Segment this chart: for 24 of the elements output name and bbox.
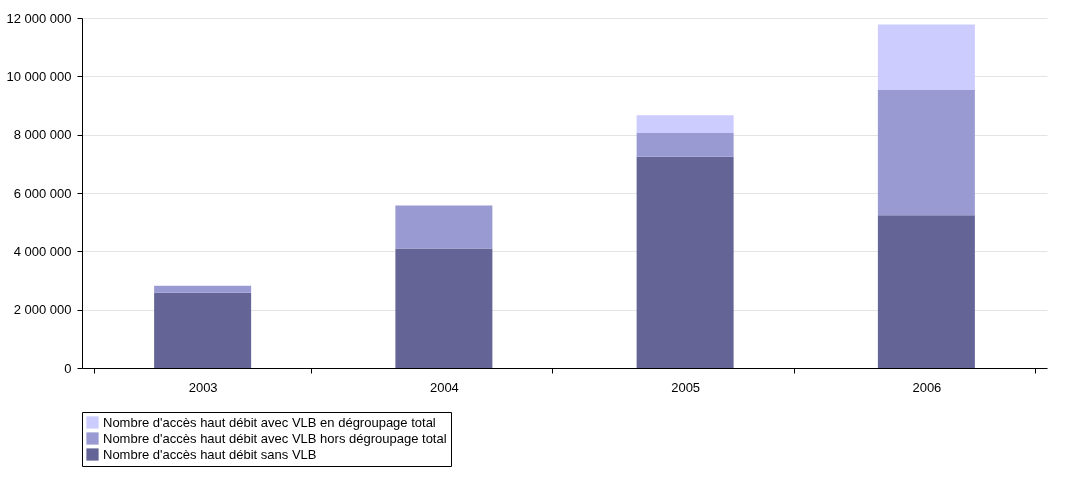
x-tick-label: 2003 bbox=[188, 379, 218, 395]
y-tick-label: 4 000 000 bbox=[13, 243, 72, 259]
legend-label: Nombre d'accès haut débit sans VLB bbox=[103, 446, 317, 462]
x-tick-label: 2006 bbox=[912, 379, 942, 395]
y-tick-label: 8 000 000 bbox=[13, 127, 72, 143]
bar bbox=[877, 215, 975, 368]
y-tick-label: 10 000 000 bbox=[6, 68, 72, 84]
bar bbox=[395, 205, 493, 249]
legend-label: Nombre d'accès haut débit avec VLB hors dégroupage total bbox=[103, 430, 447, 446]
x-tick-label: 2004 bbox=[429, 379, 459, 395]
bar bbox=[877, 90, 975, 216]
bar bbox=[154, 292, 252, 368]
legend-label: Nombre d'accès haut débit avec VLB en dégroupage total bbox=[103, 414, 436, 430]
bar bbox=[636, 156, 734, 368]
bar bbox=[636, 115, 734, 133]
bar bbox=[154, 285, 252, 293]
y-tick-label: 6 000 000 bbox=[13, 185, 72, 201]
bar bbox=[877, 24, 975, 91]
bar bbox=[395, 248, 493, 368]
y-tick-label: 2 000 000 bbox=[13, 302, 72, 318]
y-tick-label: 12 000 000 bbox=[6, 10, 72, 26]
x-tick-label: 2005 bbox=[671, 379, 701, 395]
y-tick-label: 0 bbox=[64, 360, 72, 376]
bar bbox=[636, 132, 734, 157]
